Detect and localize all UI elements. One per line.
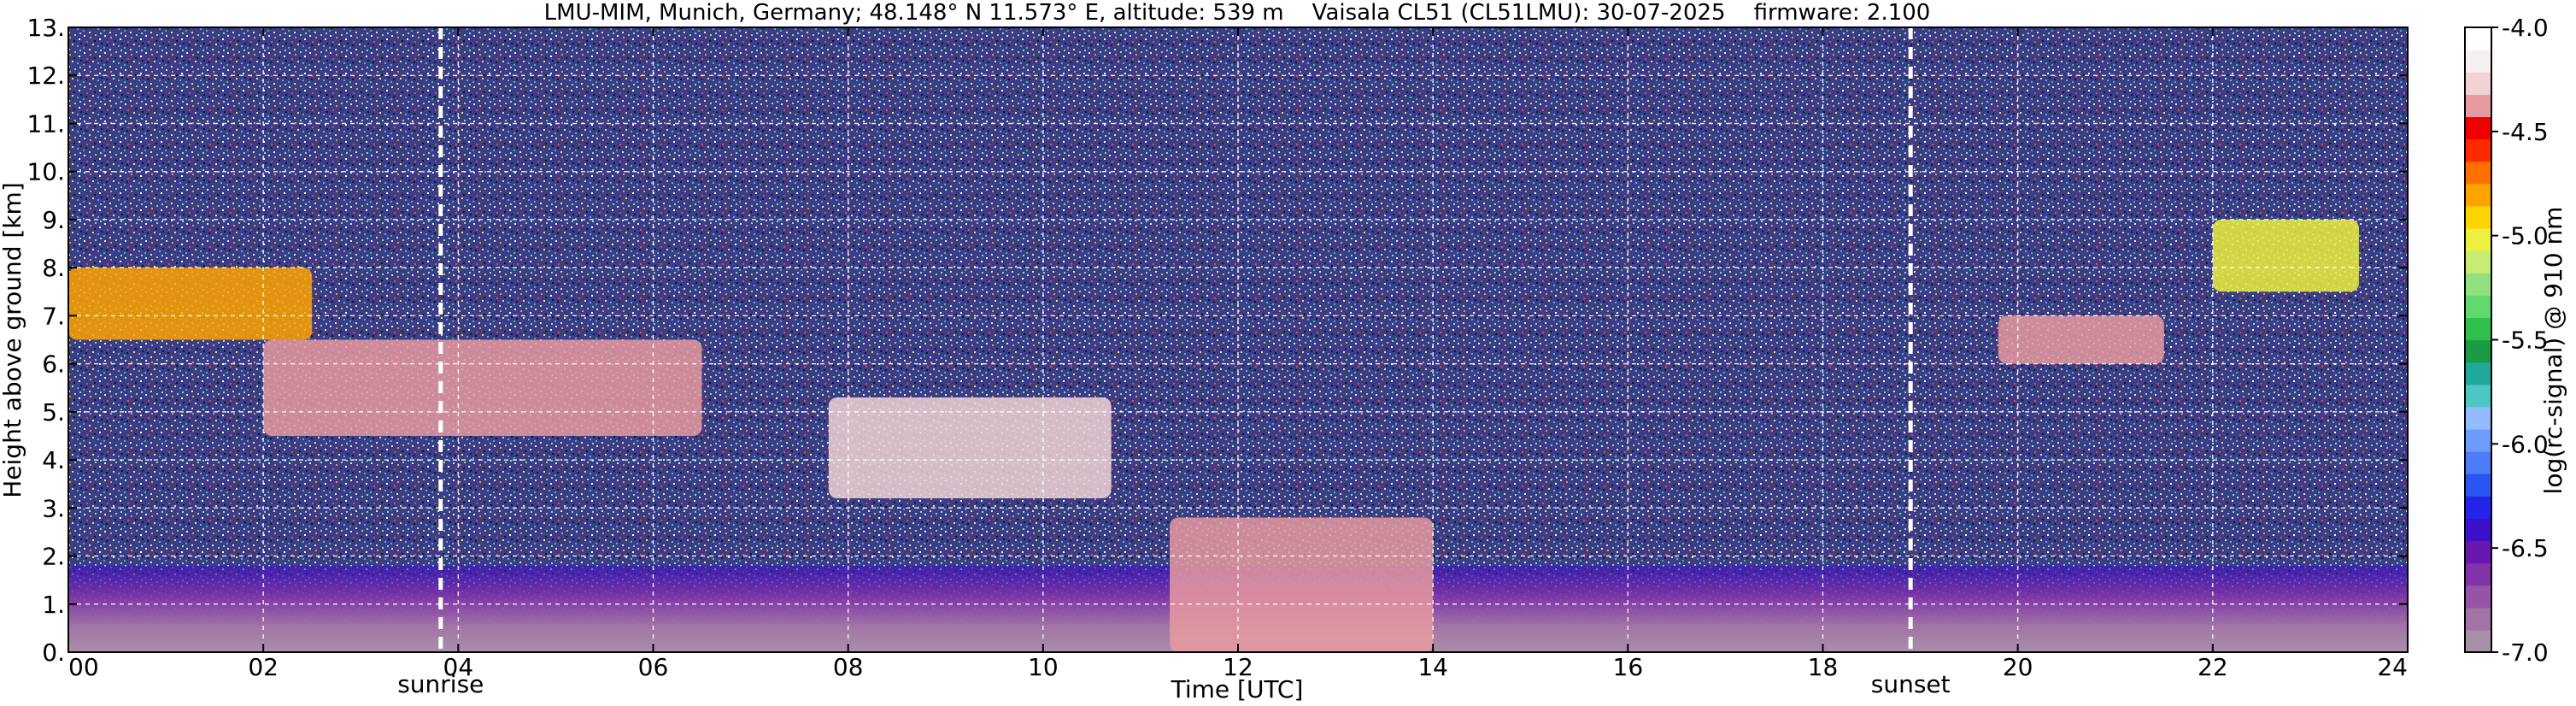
colorbar-cell bbox=[2465, 496, 2491, 519]
y-tick-label: 2. bbox=[42, 543, 65, 571]
colorbar-cell bbox=[2465, 250, 2491, 274]
y-tick-label: 5. bbox=[42, 398, 65, 427]
plot-area bbox=[67, 26, 2409, 653]
y-tick-label: 1. bbox=[42, 591, 65, 619]
backscatter-layer-6 bbox=[2212, 219, 2359, 292]
colorbar-cell bbox=[2465, 451, 2491, 474]
x-tick-label: 14 bbox=[1417, 653, 1448, 681]
colorbar-tick-label: -5.0 bbox=[2502, 222, 2549, 250]
colorbar-cell bbox=[2465, 428, 2491, 452]
x-tick-label: 10 bbox=[1028, 653, 1059, 681]
y-tick-label: 7. bbox=[42, 302, 65, 330]
colorbar-cell bbox=[2465, 295, 2491, 318]
x-tick-label: 06 bbox=[638, 653, 669, 681]
colorbar-cell bbox=[2465, 562, 2491, 586]
y-tick-label: 8. bbox=[42, 254, 65, 282]
colorbar-label: log(rc-signal) @ 910 nm bbox=[2539, 207, 2567, 495]
y-axis: 0. 1. 2. 3. 4. 5. 6. 7. 8. 9. 10. 11. 12. 13. bbox=[26, 14, 2408, 667]
colorbar-cell bbox=[2465, 183, 2491, 207]
colorbar-cell bbox=[2465, 384, 2491, 408]
colorbar-cell bbox=[2465, 205, 2491, 229]
colorbar-tick-label: -4.5 bbox=[2502, 118, 2549, 146]
colorbar-cell bbox=[2465, 474, 2491, 497]
colorbar-cell bbox=[2465, 94, 2491, 118]
chart-title: LMU-MIM, Munich, Germany; 48.148° N 11.5… bbox=[544, 0, 1931, 26]
colorbar-cell bbox=[2465, 273, 2491, 296]
y-tick-label: 0. bbox=[42, 638, 65, 667]
colorbar-cell bbox=[2465, 116, 2491, 140]
colorbar-cell bbox=[2465, 362, 2491, 385]
x-tick-label: 18 bbox=[1808, 653, 1839, 681]
x-axis-label: Time [UTC] bbox=[1171, 675, 1304, 703]
colorbar-cell bbox=[2465, 629, 2491, 653]
sunset-label: sunset bbox=[1871, 670, 1951, 698]
colorbar-tick-label: -6.0 bbox=[2502, 430, 2549, 458]
x-tick-label: 08 bbox=[833, 653, 864, 681]
y-tick-label: 9. bbox=[42, 206, 65, 234]
x-tick-label: 20 bbox=[2003, 653, 2033, 681]
y-tick-label: 11. bbox=[26, 109, 65, 138]
colorbar-cell bbox=[2465, 406, 2491, 430]
colorbar-cell bbox=[2465, 540, 2491, 564]
colorbar-cell bbox=[2465, 317, 2491, 341]
colorbar-tick-label: -7.0 bbox=[2502, 638, 2549, 667]
colorbar-cell bbox=[2465, 50, 2491, 73]
colorbar-cell bbox=[2465, 607, 2491, 631]
colorbar-tick-label: -4.0 bbox=[2502, 14, 2549, 42]
x-tick-label: 02 bbox=[248, 653, 279, 681]
x-tick-label: 04 bbox=[443, 653, 474, 681]
colorbar-cell bbox=[2465, 161, 2491, 185]
backscatter-layer-4 bbox=[1170, 517, 1434, 652]
backscatter-layer-2 bbox=[263, 339, 702, 436]
sunrise-label: sunrise bbox=[397, 670, 484, 698]
x-tick-label: 00 bbox=[68, 653, 99, 681]
y-tick-label: 12. bbox=[26, 62, 65, 90]
colorbar-ticks: -7.0 -6.5 -6.0 -5.5 -5.0 -4.5 -4.0 bbox=[2491, 14, 2549, 667]
colorbar-cell bbox=[2465, 585, 2491, 609]
colorbar-tick-label: -6.5 bbox=[2502, 534, 2549, 562]
x-axis: sunrise sunset 00 02 04 06 08 10 12 14 16 18 20 22 24 bbox=[67, 27, 2409, 698]
colorbar-tick-label: -5.5 bbox=[2502, 327, 2549, 355]
colorbar-cell bbox=[2465, 518, 2491, 542]
y-tick-label: 4. bbox=[42, 446, 65, 474]
colorbar-cell bbox=[2465, 138, 2491, 162]
backscatter-layer-1 bbox=[68, 268, 313, 340]
backscatter-layer-5 bbox=[1998, 315, 2164, 364]
x-tick-label: 12 bbox=[1223, 653, 1253, 681]
sun-markers bbox=[438, 27, 1913, 652]
x-tick-label: 24 bbox=[2377, 653, 2408, 681]
backscatter-layer-3 bbox=[828, 397, 1112, 499]
y-tick-label: 6. bbox=[42, 350, 65, 379]
x-tick-label: 22 bbox=[2198, 653, 2228, 681]
y-tick-label: 3. bbox=[42, 494, 65, 522]
x-tick-label: 16 bbox=[1613, 653, 1644, 681]
y-tick-label: 10. bbox=[26, 158, 65, 186]
y-axis-label: Height above ground [km] bbox=[0, 182, 26, 498]
colorbar-cell bbox=[2465, 27, 2491, 50]
colorbar-cell bbox=[2465, 72, 2491, 95]
colorbar-cell bbox=[2465, 227, 2491, 251]
colorbar-cell bbox=[2465, 339, 2491, 363]
y-tick-label: 13. bbox=[26, 14, 65, 42]
colorbar: -7.0 -6.5 -6.0 -5.5 -5.0 -4.5 -4.0 log(rc-sign… bbox=[2464, 14, 2567, 667]
colorbar-cells bbox=[2465, 27, 2491, 653]
gridlines bbox=[68, 27, 2408, 652]
